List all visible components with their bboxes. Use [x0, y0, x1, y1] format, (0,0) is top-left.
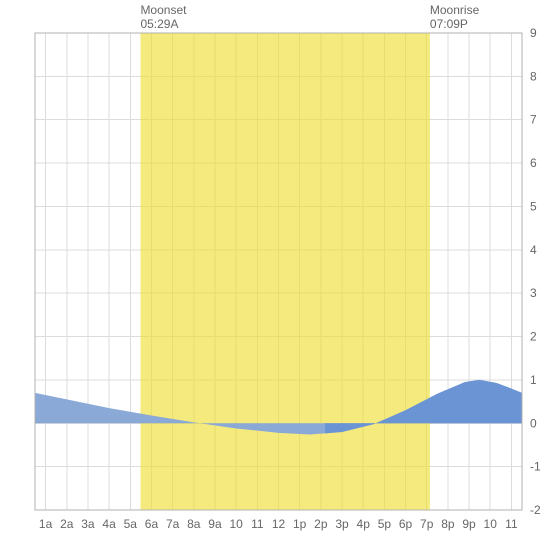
- y-tick-label: 4: [530, 243, 537, 257]
- x-tick-label: 7p: [420, 517, 434, 531]
- y-tick-label: -2: [530, 503, 541, 517]
- x-tick-label: 1p: [293, 517, 307, 531]
- set-label: Moonset: [140, 3, 187, 17]
- x-tick-label: 3p: [335, 517, 349, 531]
- y-tick-label: 5: [530, 199, 537, 213]
- x-tick-label: 9p: [462, 517, 476, 531]
- rise-label: Moonrise: [430, 3, 480, 17]
- rise-time: 07:09P: [430, 17, 468, 31]
- x-tick-label: 5p: [378, 517, 392, 531]
- x-tick-label: 11: [251, 517, 264, 531]
- x-tick-label: 8a: [187, 517, 201, 531]
- x-tick-label: 12: [272, 517, 286, 531]
- x-tick-label: 9a: [208, 517, 222, 531]
- x-tick-label: 4a: [102, 517, 116, 531]
- x-tick-label: 10: [229, 517, 243, 531]
- x-tick-label: 8p: [441, 517, 455, 531]
- x-tick-label: 6a: [145, 517, 159, 531]
- y-tick-label: 6: [530, 156, 537, 170]
- y-tick-label: 2: [530, 330, 537, 344]
- x-tick-label: 10: [484, 517, 498, 531]
- x-tick-label: 5a: [124, 517, 138, 531]
- x-tick-label: 2a: [60, 517, 74, 531]
- y-tick-label: 0: [530, 416, 537, 430]
- x-tick-label: 2p: [314, 517, 328, 531]
- y-tick-label: 3: [530, 286, 537, 300]
- x-tick-label: 3a: [81, 517, 95, 531]
- x-tick-label: 7a: [166, 517, 180, 531]
- y-tick-label: 7: [530, 113, 537, 127]
- y-tick-label: 9: [530, 26, 537, 40]
- set-time: 05:29A: [140, 17, 178, 31]
- x-tick-label: 1a: [39, 517, 53, 531]
- x-tick-label: 11: [505, 517, 518, 531]
- y-tick-label: -1: [530, 460, 541, 474]
- tide-moon-chart: -2-101234567891a2a3a4a5a6a7a8a9a1011121p…: [0, 0, 550, 550]
- chart-svg: -2-101234567891a2a3a4a5a6a7a8a9a1011121p…: [0, 0, 550, 550]
- x-tick-label: 6p: [399, 517, 413, 531]
- y-tick-label: 1: [530, 373, 537, 387]
- x-tick-label: 4p: [357, 517, 371, 531]
- y-tick-label: 8: [530, 69, 537, 83]
